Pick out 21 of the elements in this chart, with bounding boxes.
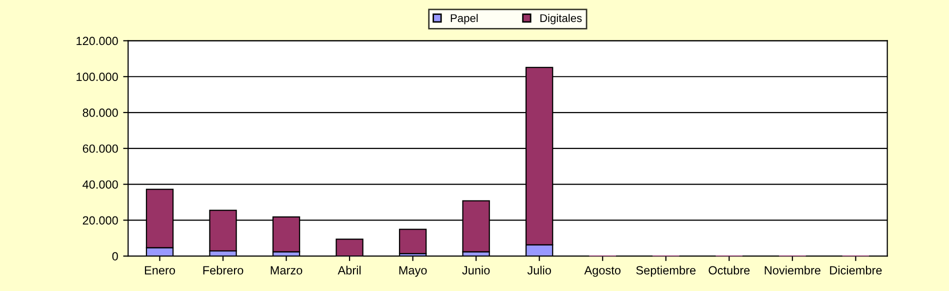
x-tick-label: Mayo — [399, 266, 427, 277]
x-tick-label: Agosto — [584, 266, 620, 277]
x-tick-label: Febrero — [203, 266, 244, 274]
y-tick-label: 60.000 — [82, 144, 118, 153]
x-tick-label: Julio — [527, 266, 551, 274]
legend-label: Papel — [450, 14, 478, 24]
y-tick-label: 120.000 — [76, 36, 118, 46]
legend-label: Digitales — [540, 14, 582, 24]
x-tick-label: Noviembre — [764, 266, 820, 274]
x-tick-label: Diciembre — [830, 266, 882, 274]
y-tick-label: 80.000 — [82, 108, 118, 117]
y-tick-label: 40.000 — [82, 180, 118, 189]
x-tick-label: Junio — [462, 266, 490, 274]
x-tick-label: Abril — [338, 266, 361, 274]
y-tick-label: 20.000 — [82, 216, 118, 225]
x-tick-label: Octubre — [708, 266, 750, 274]
y-tick-label: 100.000 — [76, 72, 118, 82]
x-tick-label: Septiembre — [636, 266, 696, 277]
x-tick-label: Marzo — [270, 266, 302, 274]
y-tick-label: 0 — [112, 252, 118, 260]
x-tick-label: Enero — [144, 266, 176, 274]
